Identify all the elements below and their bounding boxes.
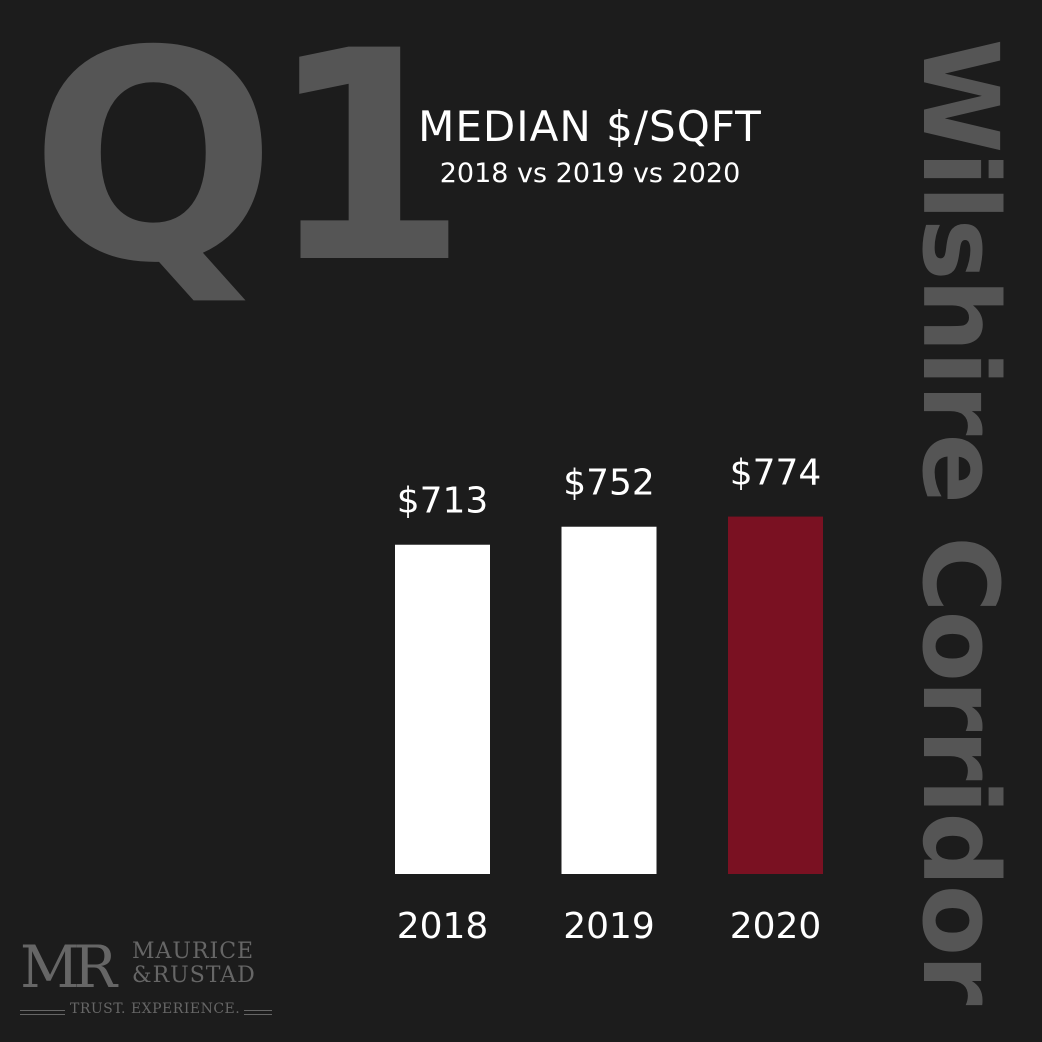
logo-name-line1: MAURICE: [132, 939, 255, 964]
data-label-2019: $752: [563, 463, 655, 504]
x-tick-label-2018: 2018: [397, 906, 489, 947]
company-logo: MR MAURICE &RUSTAD TRUST. EXPERIENCE.: [20, 938, 275, 1022]
logo-rule-left: [20, 1010, 65, 1015]
bar-2020: [728, 516, 823, 874]
chart-title: MEDIAN $/SQFT: [418, 102, 762, 151]
side-label: Wilshire Corridor: [899, 38, 1021, 1004]
logo-name-line2: &RUSTAD: [132, 963, 256, 988]
logo-monogram: MR: [20, 933, 117, 1001]
logo-tagline: TRUST. EXPERIENCE.: [70, 1001, 241, 1017]
logo-rule-right: [244, 1010, 272, 1015]
quarter-label: Q1: [30, 0, 468, 327]
chart-subtitle: 2018 vs 2019 vs 2020: [439, 158, 741, 189]
bar-2019: [561, 526, 657, 874]
data-label-2020: $774: [730, 453, 822, 494]
bar-2018: [395, 544, 490, 874]
x-tick-label-2019: 2019: [563, 906, 655, 947]
data-label-2018: $713: [397, 481, 489, 522]
x-tick-label-2020: 2020: [730, 906, 822, 947]
